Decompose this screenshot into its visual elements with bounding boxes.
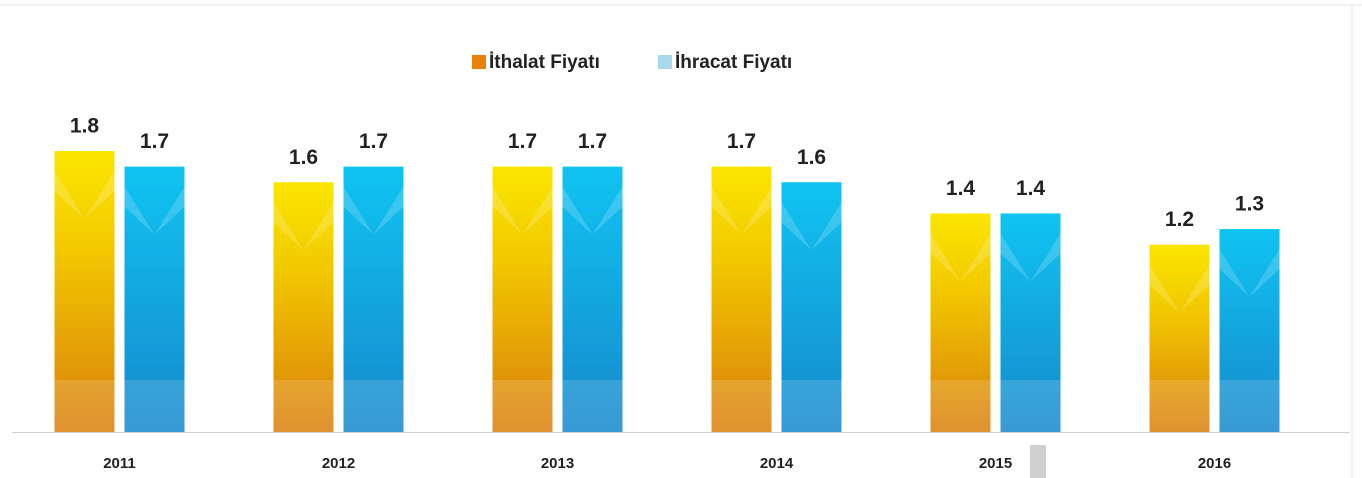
- bar-foot: [1000, 380, 1061, 432]
- bar-foot: [781, 380, 842, 432]
- x-tick-label: 2014: [760, 455, 794, 472]
- bar-foot: [711, 380, 772, 432]
- bar-highlight: [562, 186, 623, 235]
- bar-highlight: [1000, 233, 1061, 282]
- bar: [124, 166, 185, 432]
- bar: [711, 166, 772, 432]
- bar: [1219, 229, 1280, 432]
- bar-highlight: [711, 186, 772, 235]
- value-label: 1.7: [508, 130, 537, 153]
- bar-highlight: [273, 202, 334, 251]
- bar-foot: [343, 380, 404, 432]
- value-label: 1.6: [797, 146, 826, 169]
- bar-highlight: [930, 233, 991, 282]
- value-label: 1.7: [578, 130, 607, 153]
- bar: [54, 151, 115, 432]
- bar: [1000, 213, 1061, 432]
- bar-highlight: [54, 171, 115, 219]
- value-label: 1.8: [70, 115, 100, 138]
- x-tick-label: 2013: [541, 455, 574, 472]
- x-tick-label: 2015: [979, 455, 1012, 472]
- x-tick-label: 2012: [322, 455, 355, 472]
- bar-foot: [1149, 380, 1210, 432]
- bar-foot: [930, 380, 991, 432]
- bar-highlight: [781, 202, 842, 251]
- value-label: 1.7: [359, 130, 388, 153]
- bar-foot: [124, 380, 185, 432]
- legend-swatch: [658, 55, 672, 69]
- legend-label: İthalat Fiyatı: [489, 52, 600, 73]
- bar: [930, 213, 991, 432]
- legend-swatch: [472, 55, 486, 69]
- legend-label: İhracat Fiyatı: [675, 52, 792, 73]
- bar: [273, 182, 334, 432]
- bar-highlight: [343, 186, 404, 235]
- bar-highlight: [492, 186, 553, 235]
- value-label: 1.6: [289, 146, 318, 169]
- bar-highlight: [124, 186, 185, 235]
- bar-highlight: [1149, 264, 1210, 313]
- value-label: 1.4: [1016, 177, 1046, 200]
- bar: [1149, 244, 1210, 432]
- value-label: 1.2: [1165, 208, 1194, 231]
- x-tick-label: 2011: [103, 455, 136, 472]
- value-label: 1.7: [140, 130, 169, 153]
- bar-foot: [54, 380, 115, 432]
- bar-highlight: [1219, 249, 1280, 298]
- bar: [492, 166, 553, 432]
- scroll-marker: [1030, 445, 1046, 478]
- bar-foot: [562, 380, 623, 432]
- bar-foot: [1219, 380, 1280, 432]
- bar: [343, 166, 404, 432]
- value-label: 1.3: [1235, 193, 1264, 216]
- value-label: 1.7: [727, 130, 756, 153]
- bar-foot: [273, 380, 334, 432]
- bar: [781, 182, 842, 432]
- bar: [562, 166, 623, 432]
- value-label: 1.4: [946, 177, 976, 200]
- bar-foot: [492, 380, 553, 432]
- x-tick-label: 2016: [1198, 455, 1231, 472]
